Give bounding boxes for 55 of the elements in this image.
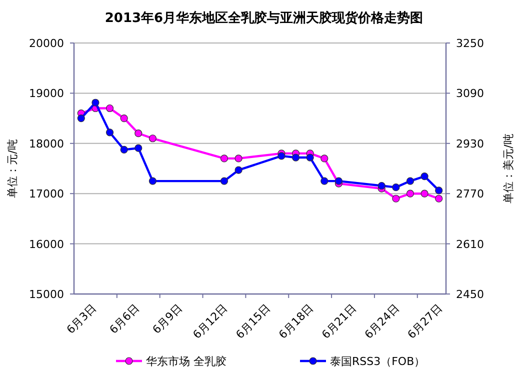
point [320,154,328,162]
point [92,98,100,106]
legend-label: 泰国RSS3（FOB） [330,355,426,368]
x-tick-label: 6月24日 [362,302,402,342]
point [134,130,142,138]
point [406,190,414,198]
y2-tick-label: 2610 [456,238,484,251]
point [278,152,286,160]
y-tick-label: 16000 [29,238,64,251]
y-axis-title: 单位：元/吨 [6,139,19,198]
y2-tick-label: 2450 [456,288,484,301]
point [120,146,128,154]
x-tick-label: 6月21日 [319,302,359,342]
point [435,186,443,194]
y2-tick-label: 2930 [456,137,484,150]
point [148,134,156,142]
point [77,114,85,122]
x-tick-label: 6月27日 [405,302,445,342]
x-tick-label: 6月6日 [107,302,142,336]
x-tick-label: 6月12日 [190,302,230,342]
y-tick-label: 20000 [29,37,64,50]
legend-label: 华东市场 全乳胶 [146,355,226,368]
point [378,182,386,190]
point [106,104,114,112]
point [320,177,328,185]
point [334,177,342,185]
point [292,154,300,162]
point [392,194,400,202]
y-tick-label: 15000 [29,288,64,301]
x-tick-label: 6月15日 [233,302,273,342]
point [392,184,400,192]
point [106,128,114,136]
y2-tick-label: 2770 [456,188,484,201]
y-tick-label: 19000 [29,87,64,100]
point [306,154,314,162]
x-tick-label: 6月3日 [64,302,99,336]
point [134,144,142,152]
point [234,154,242,162]
y2-tick-label: 3250 [456,37,484,50]
x-tick-label: 6月18日 [276,302,316,342]
point [148,177,156,185]
point [435,194,443,202]
point [420,172,428,180]
x-tick-label: 6月9日 [150,302,185,336]
chart-title: 2013年6月华东地区全乳胶与亚洲天胶现货价格走势图 [104,10,424,26]
y2-axis-title: 单位：美元/吨 [502,134,515,204]
point [220,154,228,162]
point [120,114,128,122]
y2-tick-label: 3090 [456,87,484,100]
point [220,177,228,185]
y-tick-label: 17000 [29,188,64,201]
point [420,190,428,198]
y-tick-label: 18000 [29,137,64,150]
point [234,166,242,174]
point [406,177,414,185]
